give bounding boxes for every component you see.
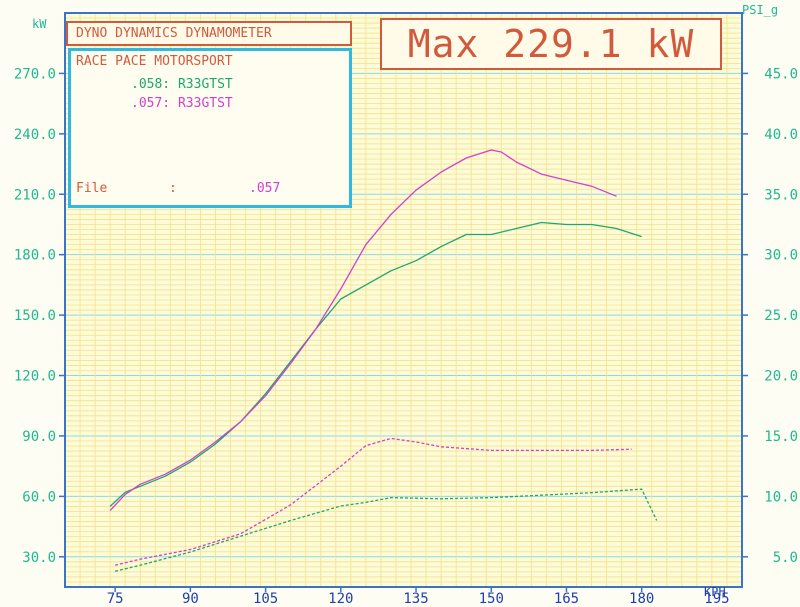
x-tick-label: 90	[182, 591, 199, 607]
y-left-tick-label: 210.0	[14, 187, 56, 203]
y-right-tick-label: 15.0	[764, 429, 798, 445]
max-power-box: Max 229.1 kW	[380, 18, 722, 70]
company-name: RACE PACE MOTORSPORT	[76, 54, 233, 69]
series-lines	[109, 149, 658, 572]
x-tick-label: 75	[107, 591, 124, 607]
y-left-tick-label: 90.0	[22, 429, 56, 445]
file-value: .057	[249, 181, 281, 196]
y-right-tick-label: 40.0	[764, 127, 798, 143]
x-tick-label: 195	[704, 591, 729, 607]
file-separator: :	[169, 181, 177, 196]
plot-border	[64, 12, 743, 588]
run-legend-057: .057: R33GTST	[131, 96, 233, 111]
axis-frame	[64, 12, 743, 588]
x-tick-label: 120	[328, 591, 353, 607]
y-left-tick-label: 240.0	[14, 127, 56, 143]
y-axis-left-unit: kW	[32, 17, 47, 31]
y-right-tick-label: 35.0	[764, 187, 798, 203]
boost-line-057	[114, 437, 632, 566]
x-axis: KPH 75 90 105 120 135 150 165 180 195	[107, 585, 730, 607]
y-right-tick-label: 25.0	[764, 308, 798, 324]
power-line-057	[109, 149, 617, 511]
run-file: .057:	[131, 96, 171, 111]
x-axis-unit: KPH	[704, 585, 726, 599]
run-car: R33GTST	[177, 77, 233, 92]
y-left-tick-label: 180.0	[14, 248, 56, 264]
max-power-readout: Max 229.1 kW	[407, 22, 695, 66]
y-left-tick-label: 60.0	[22, 489, 56, 505]
y-right-tick-label: 20.0	[764, 369, 798, 385]
y-axis-right: PSI_g 5.0 10.0 15.0 20.0 25.0 30.0 35.0 40.0 45.…	[742, 3, 798, 566]
y-right-tick-label: 5.0	[773, 550, 798, 566]
x-tick-label: 135	[403, 591, 428, 607]
dyno-title-box: DYNO DYNAMICS DYNAMOMETER	[66, 21, 352, 46]
y-axis-left: kW 30.0 60.0 90.0 120.0 150.0 180.0 210.0 240.0…	[14, 17, 65, 566]
y-left-tick-label: 150.0	[14, 308, 56, 324]
y-axis-right-unit: PSI_g	[742, 3, 778, 17]
dyno-title: DYNO DYNAMICS DYNAMOMETER	[76, 26, 272, 41]
run-file: .058:	[131, 77, 171, 92]
run-info-box: RACE PACE MOTORSPORT .058: R33GTST .057:…	[68, 48, 352, 208]
run-car: R33GTST	[177, 96, 233, 111]
file-label: File	[76, 181, 108, 196]
x-tick-label: 165	[554, 591, 579, 607]
y-left-tick-label: 270.0	[14, 66, 56, 82]
power-line-058	[109, 221, 642, 507]
y-right-tick-label: 10.0	[764, 489, 798, 505]
x-tick-label: 150	[479, 591, 504, 607]
y-right-tick-label: 45.0	[764, 66, 798, 82]
y-right-tick-label: 30.0	[764, 248, 798, 264]
x-tick-label: 105	[253, 591, 278, 607]
boost-line-058	[114, 488, 658, 572]
y-left-tick-label: 30.0	[22, 550, 56, 566]
y-left-tick-label: 120.0	[14, 369, 56, 385]
x-tick-label: 180	[629, 591, 654, 607]
run-legend-058: .058: R33GTST	[131, 77, 233, 92]
